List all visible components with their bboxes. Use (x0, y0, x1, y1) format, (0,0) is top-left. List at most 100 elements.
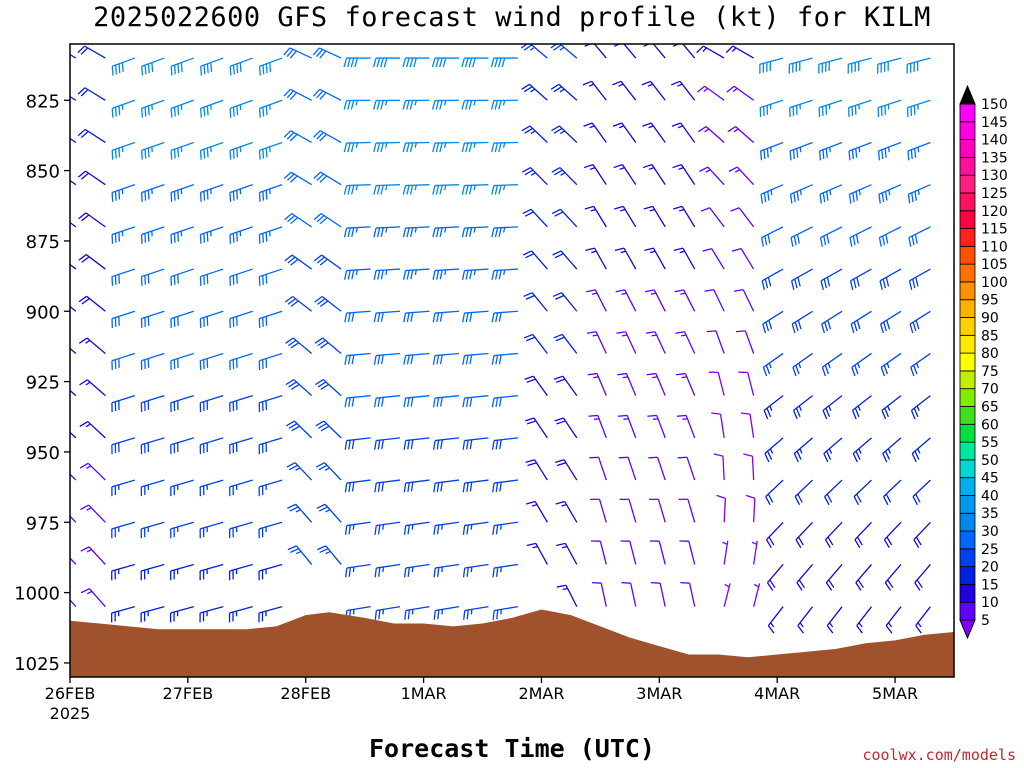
wind-barb (880, 352, 902, 377)
wind-barb (619, 498, 637, 523)
wind-barb (731, 247, 755, 270)
credit-text: coolwx.com/models (862, 746, 1016, 764)
wind-barb (343, 226, 371, 238)
wind-barb (591, 582, 607, 607)
wind-barb (824, 479, 843, 506)
wind-barb (738, 371, 755, 396)
colorbar-swatch (959, 601, 976, 621)
wind-barb (520, 44, 548, 59)
wind-barb (141, 57, 165, 76)
wind-barb (556, 584, 578, 607)
wind-barb (199, 437, 224, 455)
wind-barb (822, 395, 843, 420)
wind-barb (614, 247, 637, 270)
wind-barb (708, 371, 725, 396)
wind-barb (740, 412, 755, 438)
wind-barb (140, 437, 165, 455)
wind-barb (552, 292, 578, 312)
wind-barb (140, 521, 165, 539)
wind-barb (526, 500, 548, 523)
wind-barb (617, 372, 637, 396)
wind-barb (583, 164, 607, 186)
wind-barb (287, 503, 313, 523)
wind-barb (199, 310, 224, 328)
wind-barb (77, 170, 106, 186)
wind-barb (492, 563, 518, 578)
wind-barb (433, 563, 460, 578)
wind-barb (258, 521, 283, 539)
wind-barb (819, 184, 843, 204)
wind-barb (490, 99, 518, 110)
wind-barb (716, 494, 727, 523)
wind-barb (462, 352, 489, 365)
wind-barb (283, 130, 312, 144)
wind-barb (313, 254, 342, 270)
wind-barb (80, 546, 106, 565)
wind-barb (491, 437, 518, 450)
colorbar-max-arrow (959, 84, 976, 105)
y-tick-label: 875 (26, 232, 60, 253)
wind-barb (673, 205, 696, 228)
wind-barb (762, 352, 784, 377)
wind-barb (696, 85, 725, 101)
wind-barb (258, 141, 283, 160)
wind-barb (344, 268, 371, 280)
wind-barb (199, 479, 224, 497)
wind-barb (676, 372, 696, 396)
colorbar-label: 40 (981, 488, 999, 504)
wind-barb (490, 57, 518, 68)
y-tick-label: 1000 (14, 584, 60, 605)
wind-barb (612, 122, 637, 143)
wind-barb (582, 44, 607, 59)
wind-barb (766, 564, 784, 591)
wind-barb (374, 479, 401, 493)
colorbar-label: 30 (981, 524, 999, 540)
x-tick-label: 5MAR (872, 684, 918, 703)
wind-barb (111, 57, 136, 76)
wind-barb (111, 395, 136, 413)
wind-barb (699, 166, 725, 186)
wind-barb (140, 141, 165, 160)
colorbar-label: 130 (981, 168, 1008, 184)
wind-barb (403, 310, 430, 323)
wind-barb (344, 310, 371, 323)
wind-barb (70, 137, 77, 144)
wind-barb (700, 207, 725, 228)
wind-barb (229, 268, 253, 286)
wind-barb (199, 99, 224, 118)
plot-frame (69, 43, 955, 678)
wind-barb (285, 379, 313, 397)
wind-barb (316, 462, 342, 481)
wind-barb (760, 226, 784, 247)
wind-barb (402, 268, 430, 280)
wind-barb (765, 479, 784, 506)
wind-barb (645, 331, 666, 354)
wind-barb (765, 521, 784, 549)
wind-barb (70, 305, 77, 312)
wind-barb (461, 184, 489, 195)
wind-barb (258, 57, 283, 76)
wind-barb (759, 99, 784, 117)
wind-barb (646, 372, 666, 396)
colorbar-label: 65 (981, 399, 999, 415)
wind-barb (313, 171, 342, 186)
wind-barb (522, 167, 548, 186)
wind-barb (491, 226, 518, 238)
wind-barb (551, 208, 578, 228)
wind-barb (550, 83, 578, 101)
wind-barb (643, 205, 666, 228)
wind-barb (314, 337, 342, 354)
wind-barb (883, 521, 902, 549)
colorbar-swatch (959, 423, 976, 443)
wind-barb (70, 263, 77, 270)
wind-barb (229, 352, 253, 371)
wind-barb (851, 395, 872, 420)
wind-barb (462, 310, 489, 323)
wind-barb (111, 184, 136, 202)
wind-barb (849, 226, 872, 247)
wind-barb (752, 583, 761, 607)
colorbar-label: 25 (981, 542, 999, 558)
wind-barb (199, 141, 224, 160)
wind-barb (492, 606, 518, 620)
wind-barb (403, 563, 430, 578)
